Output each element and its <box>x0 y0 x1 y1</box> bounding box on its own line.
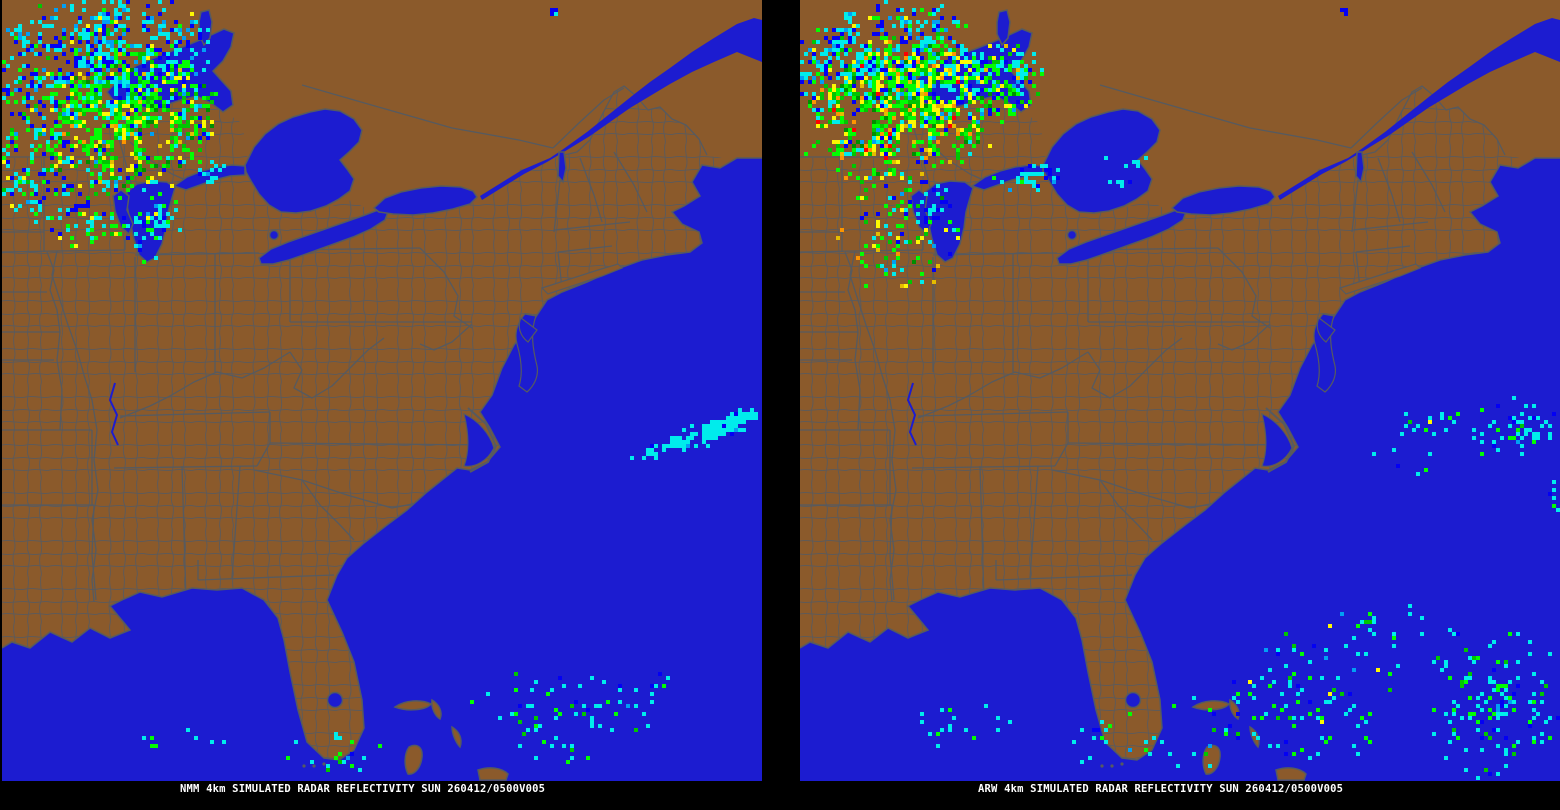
river <box>108 382 119 446</box>
nmm-forecast-panel: NMM 4km SIMULATED RADAR REFLECTIVITY SUN… <box>1 0 762 810</box>
outer-banks <box>1265 407 1296 473</box>
st-lawrence-estuary <box>1278 18 1560 200</box>
st-lawrence-estuary <box>480 18 762 200</box>
long-island <box>1338 263 1422 295</box>
coastline <box>799 157 1560 761</box>
nmm-map-canvas <box>1 0 762 781</box>
panel-divider <box>762 0 800 810</box>
arw-map-canvas <box>799 0 1560 781</box>
state-boundaries <box>799 101 1446 603</box>
arw-caption: ARW 4km SIMULATED RADAR REFLECTIVITY SUN… <box>978 783 1344 795</box>
state-boundaries <box>1 101 648 603</box>
florida-keys <box>1100 762 1124 768</box>
atlantic-gulf-ocean <box>2 158 762 781</box>
outer-banks <box>467 407 498 473</box>
arw-forecast-panel: ARW 4km SIMULATED RADAR REFLECTIVITY SUN… <box>799 0 1560 810</box>
nmm-caption: NMM 4km SIMULATED RADAR REFLECTIVITY SUN… <box>180 783 546 795</box>
coastline <box>1 157 762 761</box>
atlantic-gulf-ocean <box>800 158 1560 781</box>
river <box>906 382 917 446</box>
radar-echoes <box>2 0 758 772</box>
radar-echoes <box>800 0 1560 780</box>
florida-keys <box>302 762 326 768</box>
long-island <box>540 263 624 295</box>
radar-map <box>1 0 762 781</box>
radar-map <box>799 0 1560 781</box>
bahamas-islands <box>393 698 509 781</box>
coastal-bays <box>463 313 539 467</box>
coastal-bays <box>1261 313 1337 467</box>
